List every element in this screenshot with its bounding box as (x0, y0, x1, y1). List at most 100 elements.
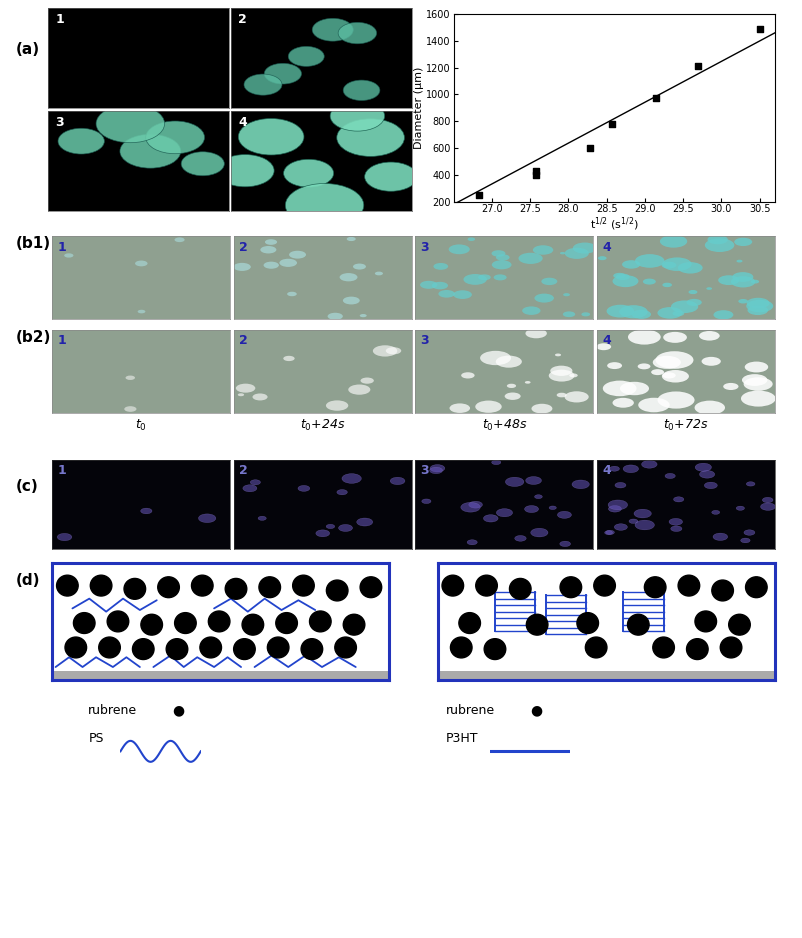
Circle shape (668, 519, 682, 525)
Text: 2: 2 (239, 334, 248, 347)
Circle shape (242, 485, 257, 492)
Text: P3HT: P3HT (445, 732, 477, 745)
Circle shape (279, 259, 297, 267)
Circle shape (252, 393, 267, 401)
Circle shape (336, 119, 404, 157)
Circle shape (334, 637, 356, 658)
Text: (a): (a) (16, 42, 40, 57)
Circle shape (475, 401, 501, 413)
Circle shape (504, 477, 523, 487)
Circle shape (564, 391, 588, 402)
Circle shape (743, 361, 768, 372)
Circle shape (504, 392, 520, 400)
Circle shape (634, 521, 654, 530)
Circle shape (686, 299, 701, 306)
Circle shape (244, 74, 282, 95)
Text: 4: 4 (238, 115, 247, 129)
Text: 3: 3 (420, 334, 428, 347)
Circle shape (602, 381, 636, 396)
Circle shape (140, 508, 152, 514)
Text: 4: 4 (602, 240, 610, 253)
Circle shape (460, 503, 480, 512)
Circle shape (525, 477, 541, 484)
Circle shape (342, 614, 364, 635)
Circle shape (463, 274, 486, 285)
Circle shape (135, 261, 148, 266)
Circle shape (57, 534, 71, 540)
Circle shape (356, 518, 372, 526)
Circle shape (124, 406, 136, 412)
Circle shape (124, 579, 145, 599)
Text: PS: PS (88, 732, 103, 745)
Circle shape (622, 260, 639, 268)
Circle shape (614, 482, 626, 488)
Circle shape (236, 384, 255, 393)
Circle shape (759, 503, 775, 510)
Circle shape (292, 575, 314, 596)
Text: 3: 3 (420, 240, 428, 253)
Point (605, 116, 618, 131)
Circle shape (265, 239, 277, 245)
Circle shape (650, 370, 663, 375)
Circle shape (99, 637, 120, 658)
Circle shape (572, 243, 596, 253)
Circle shape (250, 479, 260, 485)
Circle shape (263, 262, 278, 269)
Circle shape (339, 273, 357, 281)
Circle shape (707, 234, 727, 244)
Circle shape (556, 393, 566, 398)
Circle shape (140, 614, 162, 635)
Point (691, 59, 703, 74)
Circle shape (531, 403, 552, 414)
Circle shape (731, 272, 752, 281)
Circle shape (717, 275, 739, 285)
Circle shape (711, 580, 732, 601)
Circle shape (330, 101, 384, 131)
Circle shape (735, 507, 743, 510)
Circle shape (604, 531, 612, 535)
Text: 2: 2 (239, 464, 248, 477)
Circle shape (711, 510, 719, 514)
Circle shape (491, 250, 504, 257)
Circle shape (460, 372, 474, 379)
Circle shape (670, 300, 697, 313)
Circle shape (326, 524, 334, 529)
Circle shape (619, 382, 648, 395)
Circle shape (452, 290, 472, 299)
Circle shape (641, 461, 656, 468)
Circle shape (448, 245, 469, 254)
Text: 1: 1 (58, 464, 67, 477)
Circle shape (338, 23, 376, 44)
Circle shape (298, 486, 310, 492)
Circle shape (735, 260, 742, 263)
Circle shape (496, 508, 512, 517)
Circle shape (430, 464, 444, 472)
Circle shape (614, 523, 626, 530)
Circle shape (761, 497, 772, 503)
Circle shape (309, 611, 330, 632)
Circle shape (730, 276, 755, 287)
Circle shape (744, 577, 766, 598)
Circle shape (564, 248, 588, 259)
Circle shape (56, 575, 78, 596)
Circle shape (145, 121, 205, 154)
Circle shape (662, 282, 671, 287)
Circle shape (200, 637, 221, 658)
Circle shape (73, 613, 95, 633)
Circle shape (670, 526, 681, 532)
Text: (b2): (b2) (16, 330, 51, 345)
Circle shape (484, 639, 505, 659)
Circle shape (359, 577, 381, 598)
Circle shape (475, 575, 496, 596)
Y-axis label: Diameter (μm): Diameter (μm) (413, 67, 423, 149)
Circle shape (634, 254, 663, 267)
Circle shape (609, 466, 618, 471)
Point (529, 163, 541, 178)
Text: 3: 3 (420, 464, 428, 477)
Circle shape (559, 252, 565, 254)
Circle shape (508, 579, 530, 599)
Circle shape (548, 370, 573, 382)
Circle shape (360, 377, 374, 384)
Circle shape (521, 307, 540, 315)
Point (583, 141, 596, 156)
